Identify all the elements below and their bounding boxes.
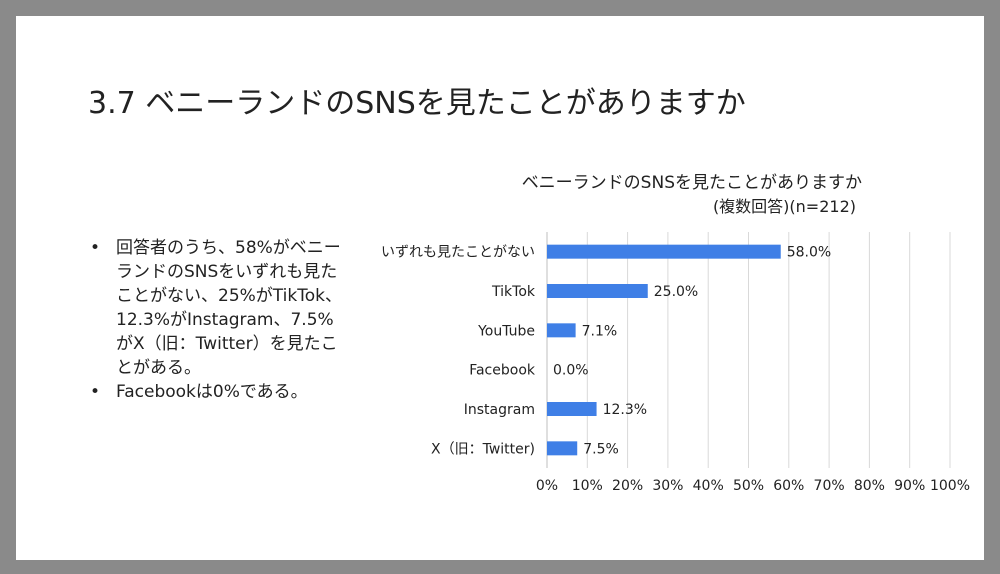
bar [547,323,576,338]
data-label: 12.3% [603,402,647,418]
bullet-item: 回答者のうち、58%がベニーランドのSNSをいずれも見たことがない、25%がTi… [88,236,348,380]
data-label: 0.0% [553,363,589,379]
x-tick-label: 10% [572,478,603,494]
bar [547,244,781,259]
data-label: 7.5% [583,441,619,457]
x-tick-label: 100% [930,478,970,494]
bar [547,441,578,456]
category-label: YouTube [477,323,535,339]
bar [547,284,648,298]
plot-area: 0% 10% 20% 30% 40% 50% 60% 70% 80% 90% 100% いずれも見たこ… [381,232,970,494]
slide-title: 3.7 ベニーランドのSNSを見たことがありますか [88,86,746,121]
category-label: TikTok [491,284,536,300]
x-tick-label: 60% [773,478,804,494]
bar [547,402,597,416]
bullet-item: Facebookは0%である。 [88,380,348,404]
chart-title: ベニーランドのSNSを見たことがありますか [522,173,862,193]
category-label: Instagram [464,402,535,418]
data-label: 25.0% [654,284,698,300]
x-tick-label: 80% [854,478,885,494]
data-label: 58.0% [787,245,831,261]
category-label: Facebook [469,363,536,379]
x-tick-label: 90% [894,478,925,494]
data-label: 7.1% [582,323,618,339]
x-tick-label: 70% [814,478,845,494]
bullet-list: 回答者のうち、58%がベニーランドのSNSをいずれも見たことがない、25%がTi… [88,236,348,404]
x-tick-label: 0% [536,478,558,494]
chart-subtitle: (複数回答)(n=212) [713,197,856,216]
x-tick-label: 40% [693,478,724,494]
x-tick-label: 30% [652,478,683,494]
category-label: Ⅹ（旧：Twitter) [431,441,535,457]
category-label: いずれも見たことがない [381,245,535,261]
x-tick-label: 20% [612,478,643,494]
bar-chart: ベニーランドのSNSを見たことがありますか (複数回答)(n=212) 0% 10… [381,173,970,494]
x-tick-label: 50% [733,478,764,494]
slide: 3.7 ベニーランドのSNSを見たことがありますか 回答者のうち、58%がベニー… [16,16,984,560]
